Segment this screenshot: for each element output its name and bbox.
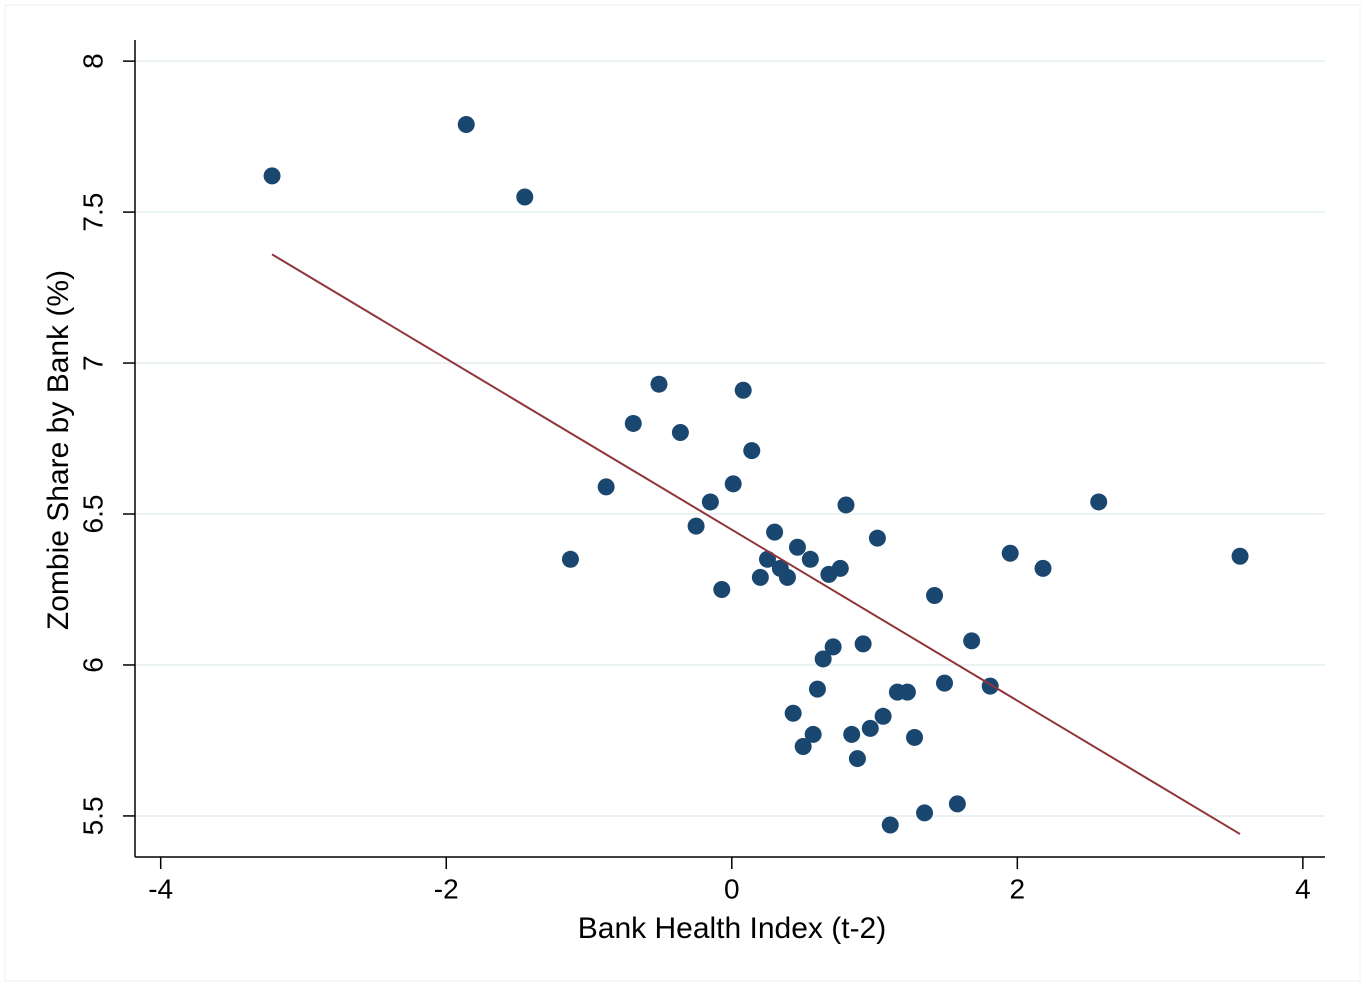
point [916, 804, 934, 822]
point [457, 116, 475, 134]
point [778, 568, 796, 586]
point [784, 704, 802, 722]
point [701, 493, 719, 511]
point [734, 381, 752, 399]
point [751, 568, 769, 586]
point [831, 559, 849, 577]
y-tick-label: 8 [77, 53, 108, 69]
point [804, 725, 822, 743]
frame [4, 4, 1361, 982]
point [671, 423, 689, 441]
point [650, 375, 668, 393]
point [926, 587, 944, 605]
point [854, 635, 872, 653]
y-tick-label: 5.5 [77, 796, 108, 835]
y-tick-label: 7 [77, 355, 108, 371]
point [687, 517, 705, 535]
x-tick-label: 4 [1295, 873, 1311, 904]
x-tick-label: 0 [724, 873, 740, 904]
x-tick-label: -4 [148, 873, 173, 904]
point [814, 650, 832, 668]
point [1090, 493, 1108, 511]
point [824, 638, 842, 656]
point [788, 538, 806, 556]
point [948, 795, 966, 813]
point [794, 737, 812, 755]
point [1034, 559, 1052, 577]
point [713, 580, 731, 598]
point [874, 707, 892, 725]
x-axis-label: Bank Health Index (t-2) [578, 912, 886, 945]
point [1001, 544, 1019, 562]
point [881, 816, 899, 834]
point [743, 442, 761, 460]
point [861, 719, 879, 737]
point [1231, 547, 1249, 565]
y-tick-label: 7.5 [77, 193, 108, 232]
y-tick-label: 6 [77, 657, 108, 673]
point [936, 674, 954, 692]
point [898, 683, 916, 701]
point [801, 550, 819, 568]
point [837, 496, 855, 514]
point [963, 632, 981, 650]
y-axis-label: Zombie Share by Bank (%) [42, 270, 75, 630]
x-tick-label: -2 [434, 873, 459, 904]
point [516, 188, 534, 206]
fit-line [271, 253, 1241, 835]
point [843, 725, 861, 743]
point [868, 529, 886, 547]
point [597, 478, 615, 496]
point [766, 523, 784, 541]
point [624, 414, 642, 432]
y-tick-label: 6.5 [77, 495, 108, 534]
point [848, 750, 866, 768]
point [758, 550, 776, 568]
point [724, 475, 742, 493]
x-tick-label: 2 [1010, 873, 1026, 904]
point [263, 167, 281, 185]
point [906, 728, 924, 746]
point [561, 550, 579, 568]
point [808, 680, 826, 698]
